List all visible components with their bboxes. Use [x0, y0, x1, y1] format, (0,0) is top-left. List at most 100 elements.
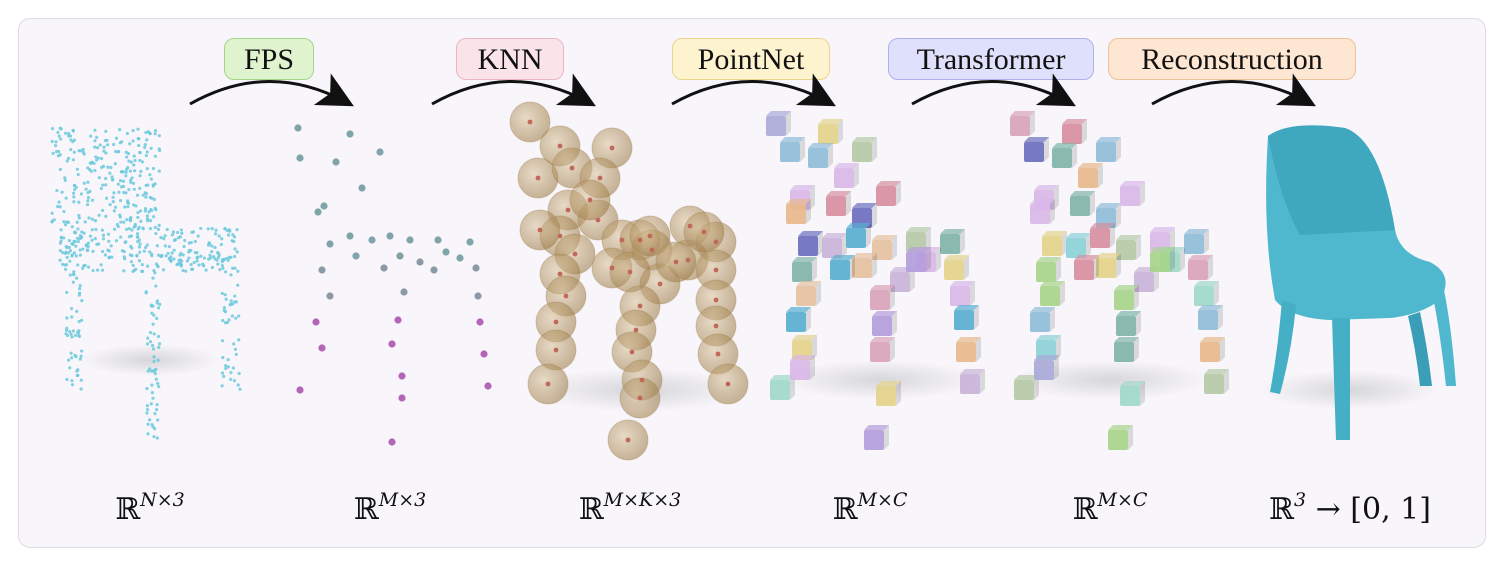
token-cube-top: [852, 203, 877, 208]
cloud-point: [237, 338, 241, 342]
cloud-point: [150, 343, 155, 348]
cloud-point: [214, 228, 218, 232]
fps-point: [398, 394, 406, 402]
cloud-point: [232, 235, 237, 239]
token-cube: [1024, 142, 1044, 162]
cloud-point: [106, 143, 110, 147]
cloud-point: [226, 258, 230, 263]
token-cube-side: [1050, 307, 1055, 332]
cloud-point: [112, 142, 116, 147]
cloud-point: [134, 204, 138, 208]
cloud-point: [229, 377, 233, 381]
cloud-point: [170, 233, 174, 237]
fps-point: [434, 236, 442, 244]
cloud-point: [231, 366, 235, 370]
cloud-point: [76, 263, 80, 267]
cloud-point: [234, 300, 238, 304]
cloud-point: [129, 178, 133, 182]
cloud-point: [79, 387, 83, 391]
cloud-point: [153, 412, 157, 416]
fps-point: [388, 340, 396, 348]
knn-center: [701, 229, 707, 235]
cloud-point: [156, 418, 160, 422]
cloud-point: [118, 179, 123, 183]
cloud-point: [141, 193, 145, 197]
cloud-point: [80, 230, 84, 234]
token-cube-top: [770, 375, 795, 380]
cloud-point: [148, 330, 153, 335]
cloud-point: [216, 262, 220, 266]
cloud-point: [229, 299, 233, 303]
token-cube-top: [960, 369, 985, 374]
cloud-point: [146, 432, 150, 436]
cloud-point: [208, 253, 212, 257]
cloud-point: [123, 205, 127, 209]
cloud-point: [210, 244, 214, 248]
cloud-point: [54, 150, 59, 154]
cloud-point: [90, 217, 94, 221]
token-cube-side: [892, 311, 897, 336]
cloud-point: [227, 228, 231, 232]
fps-point: [318, 344, 326, 352]
cloud-point: [70, 253, 74, 257]
fps-point: [396, 252, 404, 260]
cloud-point: [152, 434, 156, 439]
cloud-point: [154, 377, 158, 381]
token-cube: [1040, 286, 1060, 306]
cloud-point: [117, 190, 121, 194]
knn-center: [657, 281, 663, 287]
fps-point: [320, 202, 328, 210]
knn-center: [563, 293, 569, 299]
stage-arrows: [189, 73, 1316, 107]
cloud-point: [168, 258, 172, 262]
token-cube-side: [1140, 381, 1145, 406]
cloud-point: [195, 259, 199, 263]
cloud-point: [222, 305, 227, 310]
cloud-point: [104, 214, 108, 219]
token-cube: [1030, 204, 1050, 224]
token-cube: [1034, 360, 1054, 380]
cloud-point: [56, 204, 60, 209]
knn-center: [595, 217, 601, 223]
cloud-point: [51, 151, 55, 155]
token-cube-top: [1120, 381, 1145, 386]
cloud-point: [131, 129, 135, 133]
cloud-point: [151, 396, 155, 400]
cloud-point: [190, 230, 194, 234]
cloud-point: [148, 219, 153, 223]
cloud-point: [87, 167, 92, 172]
cloud-point: [150, 311, 154, 315]
cloud-point: [156, 227, 161, 232]
token-cube-side: [1154, 267, 1159, 292]
cloud-point: [214, 232, 218, 236]
cloud-point: [233, 247, 237, 251]
token-cube-side: [892, 235, 897, 260]
cloud-point: [226, 233, 231, 237]
token-cube-top: [872, 235, 897, 240]
cloud-point: [58, 241, 63, 245]
cloud-point: [154, 408, 159, 412]
cloud-point: [77, 213, 81, 218]
token-cube-side: [896, 181, 901, 206]
token-cube-top: [1096, 203, 1121, 208]
token-cube: [1042, 236, 1062, 256]
cloud-point: [140, 263, 144, 267]
token-cube-top: [864, 425, 889, 430]
cloud-point: [233, 347, 238, 351]
cloud-point: [150, 383, 154, 387]
cloud-point: [58, 167, 62, 172]
cloud-point: [132, 163, 136, 167]
cloud-point: [137, 259, 142, 263]
fps-point: [314, 208, 322, 216]
cloud-point: [129, 234, 134, 238]
cloud-point: [113, 162, 117, 166]
cloud-point: [141, 226, 145, 230]
token-cube-top: [1040, 281, 1065, 286]
cloud-point: [157, 345, 161, 349]
cloud-point: [68, 366, 72, 370]
cloud-point: [120, 140, 124, 144]
cloud-point: [204, 268, 208, 272]
cloud-point: [122, 220, 126, 224]
cloud-point: [50, 139, 54, 144]
token-cube-side: [936, 247, 941, 272]
